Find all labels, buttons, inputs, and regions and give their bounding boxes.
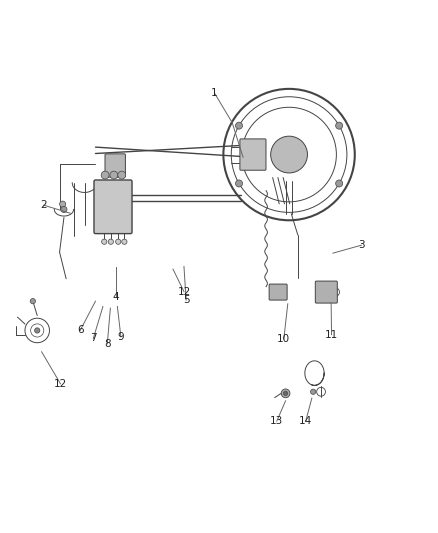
Circle shape — [122, 239, 127, 244]
Circle shape — [336, 180, 343, 187]
Text: 11: 11 — [325, 330, 338, 340]
FancyBboxPatch shape — [105, 154, 125, 177]
Circle shape — [35, 328, 40, 333]
FancyBboxPatch shape — [240, 139, 266, 170]
FancyBboxPatch shape — [269, 284, 287, 300]
Circle shape — [102, 239, 107, 244]
Circle shape — [118, 171, 126, 179]
Circle shape — [236, 122, 243, 129]
Text: 7: 7 — [90, 334, 97, 343]
Circle shape — [60, 201, 66, 207]
Text: 6: 6 — [77, 326, 84, 335]
Text: 5: 5 — [183, 295, 190, 305]
FancyBboxPatch shape — [315, 281, 337, 303]
Circle shape — [271, 136, 307, 173]
Text: 8: 8 — [104, 339, 111, 349]
Circle shape — [30, 298, 35, 304]
Text: 3: 3 — [358, 240, 365, 250]
Circle shape — [116, 239, 121, 244]
Circle shape — [108, 239, 113, 244]
Circle shape — [283, 391, 288, 395]
Text: 9: 9 — [117, 332, 124, 342]
Text: 14: 14 — [299, 416, 312, 426]
Circle shape — [236, 180, 243, 187]
Circle shape — [101, 171, 109, 179]
Circle shape — [110, 171, 118, 179]
Circle shape — [61, 206, 67, 213]
Text: 12: 12 — [177, 287, 191, 296]
Text: 4: 4 — [113, 293, 120, 302]
Circle shape — [281, 389, 290, 398]
FancyBboxPatch shape — [94, 180, 132, 233]
Text: 1: 1 — [211, 88, 218, 98]
Circle shape — [336, 122, 343, 129]
Text: 13: 13 — [270, 416, 283, 426]
Text: 12: 12 — [54, 379, 67, 389]
Text: 2: 2 — [40, 200, 47, 210]
Circle shape — [311, 389, 316, 394]
Text: 10: 10 — [277, 334, 290, 344]
